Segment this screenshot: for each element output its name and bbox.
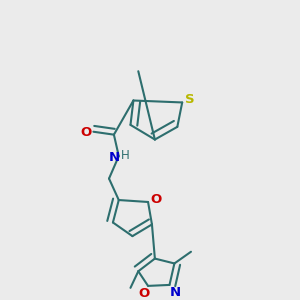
Text: N: N [108,151,119,164]
Text: S: S [185,93,195,106]
Text: O: O [150,193,161,206]
Text: N: N [170,286,181,299]
Text: O: O [139,287,150,300]
Text: H: H [121,148,130,162]
Text: O: O [80,126,91,139]
